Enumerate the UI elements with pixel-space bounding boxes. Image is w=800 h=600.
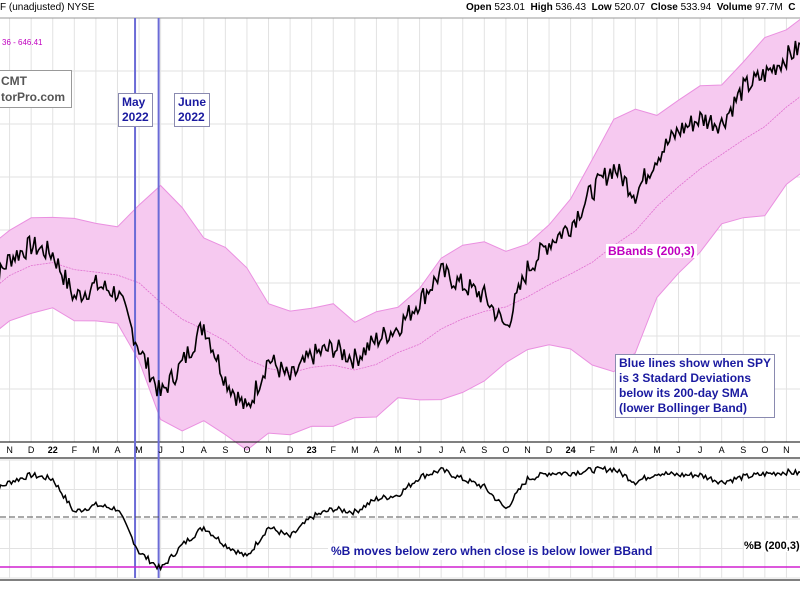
x-tick-label: D bbox=[28, 445, 35, 455]
x-tick-label: M bbox=[653, 445, 661, 455]
x-tick-label: F bbox=[331, 445, 337, 455]
close-price-line bbox=[0, 40, 800, 410]
logo: CMT torPro.com bbox=[0, 70, 72, 108]
x-tick-label: M bbox=[351, 445, 359, 455]
chart-title: F (unadjusted) NYSE bbox=[0, 2, 95, 13]
logo-line1: CMT bbox=[1, 74, 27, 88]
blue-lines-note: Blue lines show when SPY is 3 Stadard De… bbox=[615, 354, 776, 418]
x-tick-label: A bbox=[201, 445, 207, 455]
x-tick-label: S bbox=[481, 445, 487, 455]
x-tick-label: A bbox=[460, 445, 466, 455]
x-tick-label: S bbox=[740, 445, 746, 455]
x-tick-label: J bbox=[439, 445, 444, 455]
x-tick-label: O bbox=[243, 445, 250, 455]
x-tick-label: N bbox=[265, 445, 272, 455]
x-tick-label: M bbox=[610, 445, 618, 455]
x-tick-label: F bbox=[72, 445, 78, 455]
bollinger-band-fill bbox=[0, 18, 800, 451]
legend-fragment: 36 - 646.41 bbox=[2, 38, 43, 47]
x-tick-label: D bbox=[546, 445, 553, 455]
x-tick-label: M bbox=[394, 445, 402, 455]
x-tick-label: J bbox=[698, 445, 703, 455]
pb-line bbox=[0, 465, 800, 572]
sma-line bbox=[0, 96, 800, 374]
x-tick-label: A bbox=[114, 445, 120, 455]
x-tick-label: D bbox=[287, 445, 294, 455]
x-tick-label: N bbox=[6, 445, 13, 455]
x-tick-label: O bbox=[502, 445, 509, 455]
x-tick-label: O bbox=[761, 445, 768, 455]
x-tick-label: A bbox=[373, 445, 379, 455]
x-tick-label: M bbox=[92, 445, 100, 455]
x-tick-label: 24 bbox=[566, 445, 576, 455]
june-2022-label: June 2022 bbox=[174, 93, 211, 127]
pb-note: %B moves below zero when close is below … bbox=[328, 543, 656, 560]
x-tick-label: N bbox=[524, 445, 531, 455]
x-tick-label: F bbox=[589, 445, 595, 455]
x-tick-label: A bbox=[719, 445, 725, 455]
bbands-label: BBands (200,3) bbox=[606, 244, 697, 258]
x-tick-label: A bbox=[632, 445, 638, 455]
x-tick-label: J bbox=[676, 445, 681, 455]
x-tick-label: M bbox=[135, 445, 143, 455]
x-tick-label: N bbox=[783, 445, 790, 455]
may-2022-label: May 2022 bbox=[118, 93, 153, 127]
pb-label: %B (200,3) bbox=[744, 540, 800, 552]
x-tick-label: S bbox=[222, 445, 228, 455]
x-tick-label: J bbox=[180, 445, 185, 455]
x-tick-label: J bbox=[158, 445, 163, 455]
logo-line2: torPro.com bbox=[1, 90, 66, 104]
x-tick-label: J bbox=[417, 445, 422, 455]
x-tick-label: 22 bbox=[48, 445, 58, 455]
ohlc-readout: Open 523.01 High 536.43 Low 520.07 Close… bbox=[466, 2, 796, 13]
x-tick-label: 23 bbox=[307, 445, 317, 455]
